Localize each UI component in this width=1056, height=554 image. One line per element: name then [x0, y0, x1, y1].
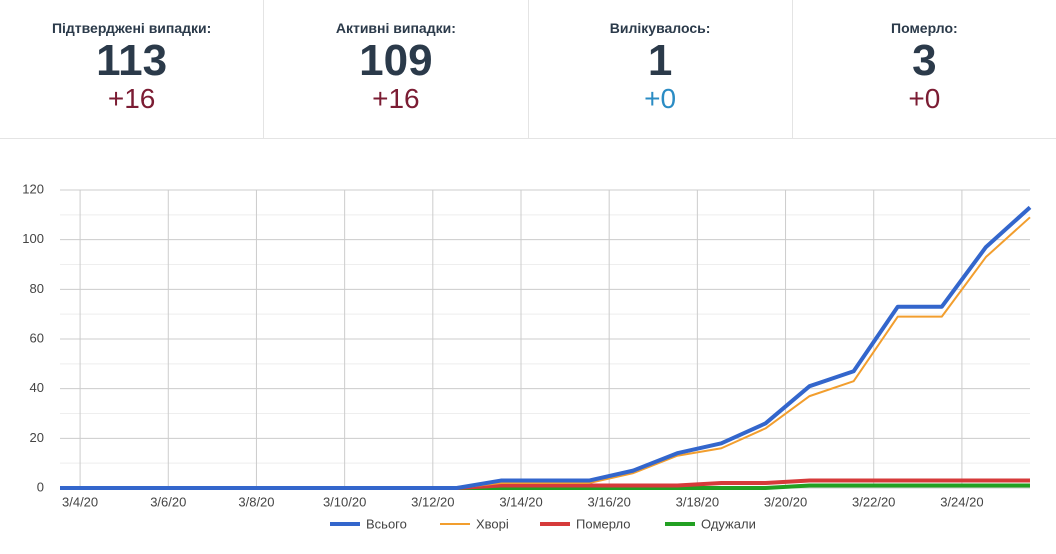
y-tick-label: 60: [30, 330, 44, 345]
stat-value: 109: [359, 36, 433, 85]
legend-label: Одужали: [701, 516, 756, 531]
stat-label: Активні випадки:: [335, 20, 456, 36]
chart: 0 20 40 60 80 100 120 3/4/20 3/6/20 3/8/20 3/10/20…: [22, 181, 1032, 531]
x-tick-label: 3/16/20: [587, 494, 630, 509]
x-tick-label: 3/20/20: [764, 494, 807, 509]
stat-card: Активні випадки: 109 +16: [264, 0, 529, 138]
stat-value: 113: [96, 36, 168, 85]
x-tick-label: 3/8/20: [238, 494, 274, 509]
y-tick-label: 100: [22, 231, 44, 246]
x-tick-label: 3/18/20: [676, 494, 719, 509]
x-tick-label: 3/22/20: [852, 494, 895, 509]
series-line: [60, 205, 1032, 490]
stat-delta: +16: [372, 83, 420, 114]
x-tick-label: 3/10/20: [323, 494, 366, 509]
stat-delta: +0: [644, 83, 677, 114]
x-tick-label: 3/24/20: [940, 494, 983, 509]
x-tick-label: 3/12/20: [411, 494, 454, 509]
y-tick-label: 40: [30, 380, 44, 395]
x-tick-label: 3/14/20: [499, 494, 542, 509]
stat-card: Вилікувалось: 1 +0: [529, 0, 793, 138]
x-tick-label: 3/6/20: [150, 494, 186, 509]
legend-label: Померло: [576, 516, 631, 531]
stat-card: Підтверджені випадки: 113 +16: [0, 0, 265, 138]
x-tick-label: 3/4/20: [62, 494, 98, 509]
stat-label: Підтверджені випадки:: [51, 20, 212, 36]
stat-label: Померло:: [891, 20, 958, 36]
legend-label: Хворі: [476, 516, 509, 531]
stat-card: Померло: 3 +0: [793, 0, 1056, 138]
stat-label: Вилікувалось:: [609, 20, 711, 36]
y-tick-label: 20: [30, 430, 44, 445]
y-tick-label: 0: [37, 479, 44, 494]
stat-value: 3: [912, 36, 937, 85]
stat-value: 1: [647, 36, 673, 85]
y-tick-label: 80: [30, 281, 44, 296]
stat-delta: +0: [908, 83, 941, 114]
y-tick-label: 120: [22, 181, 44, 196]
legend-label: Всього: [366, 516, 407, 531]
series-line: [60, 216, 1031, 489]
stat-delta: +16: [107, 83, 156, 114]
stats-bar: Підтверджені випадки: 113 +16 Активні випад…: [0, 0, 1056, 139]
